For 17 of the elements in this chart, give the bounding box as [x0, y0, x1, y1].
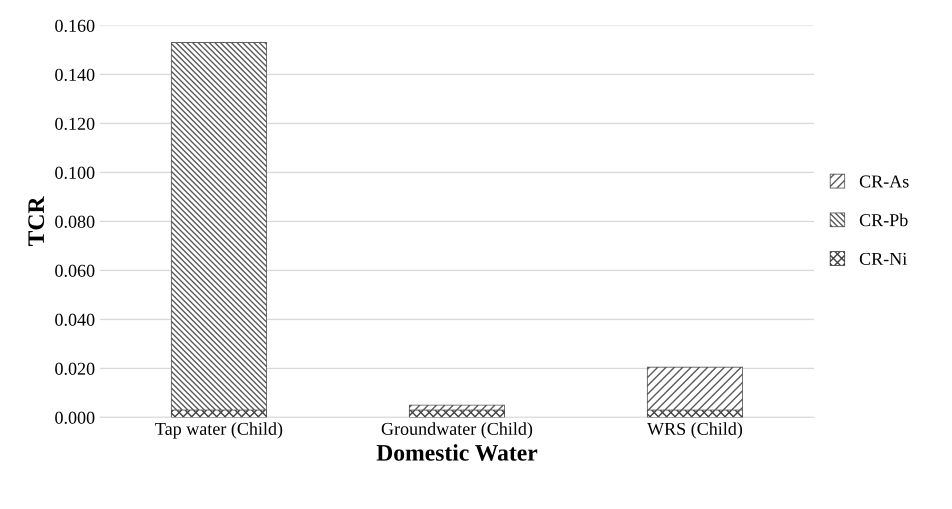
- y-tick-label: 0.140: [55, 68, 94, 81]
- y-tick-label: 0.060: [55, 264, 94, 277]
- x-tick-label: WRS (Child): [647, 422, 742, 439]
- y-tick-label: 0.020: [55, 362, 94, 375]
- y-tick-label: 0.080: [55, 216, 94, 228]
- legend-label: CR-Ni: [860, 252, 907, 265]
- x-tick-label: Groundwater (Child): [382, 422, 532, 439]
- y-axis-title: TCR: [28, 196, 44, 246]
- y-tick-label: 0.000: [55, 412, 94, 424]
- legend-label: CR-Pb: [860, 214, 908, 226]
- y-tick-label: 0.100: [55, 166, 94, 179]
- x-axis-title: Domestic Water: [376, 444, 538, 461]
- y-tick-label: 0.160: [55, 20, 94, 32]
- legend-label: CR-As: [860, 175, 909, 188]
- x-tick-label: Tap water (Child): [155, 422, 282, 439]
- y-tick-label: 0.040: [55, 314, 94, 326]
- y-tick-label: 0.120: [55, 118, 94, 130]
